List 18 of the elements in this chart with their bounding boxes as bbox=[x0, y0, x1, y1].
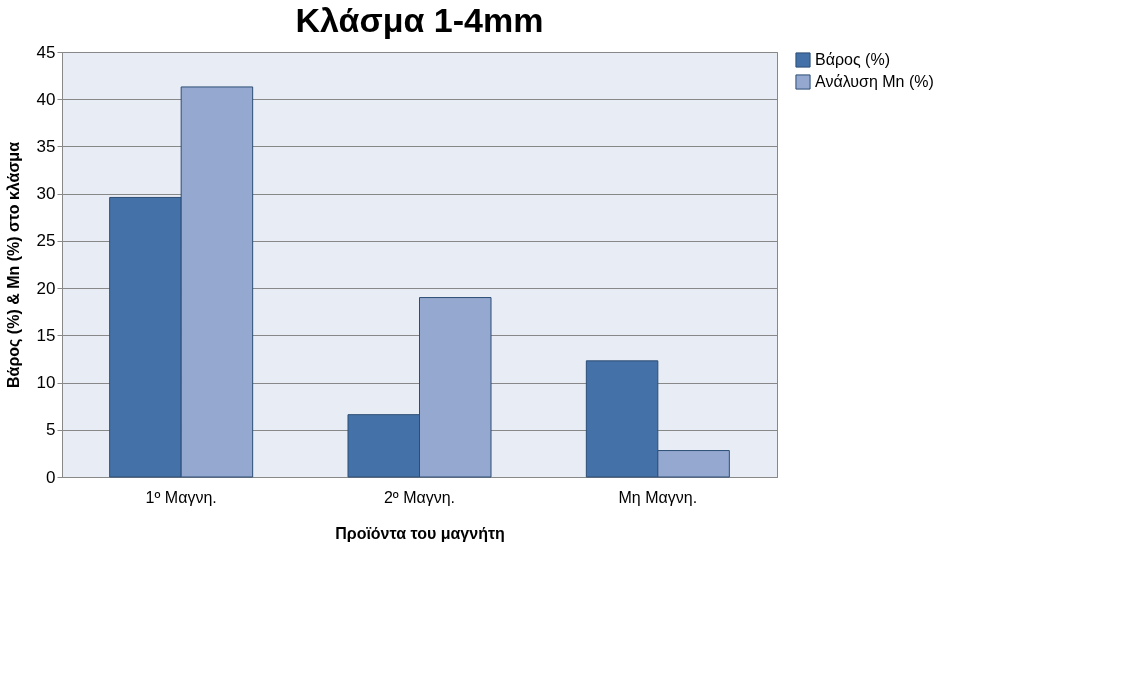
y-tick-label: 15 bbox=[36, 325, 56, 345]
y-tick-label: 10 bbox=[36, 373, 56, 393]
x-tick-label: 1º Μαγνη. bbox=[145, 488, 217, 506]
y-tick-label: 35 bbox=[36, 136, 56, 156]
y-axis-title: Βάρος (%) & Mn (%) στο κλάσμα bbox=[4, 141, 23, 388]
y-tick-label: 5 bbox=[46, 420, 56, 440]
y-tick-label: 20 bbox=[36, 278, 56, 298]
chart-title: Κλάσμα 1-4mm bbox=[295, 1, 544, 39]
y-tick-label: 25 bbox=[36, 231, 56, 251]
y-tick-label: 0 bbox=[46, 467, 56, 487]
y-tick-label: 30 bbox=[36, 184, 56, 204]
y-tick-label: 45 bbox=[36, 42, 56, 62]
y-tick-label: 40 bbox=[36, 89, 56, 109]
x-axis-title: Προϊόντα του μαγνήτη bbox=[335, 524, 505, 542]
legend-label: Ανάλυση Mn (%) bbox=[815, 73, 934, 90]
x-tick-label: Μη Μαγνη. bbox=[618, 488, 698, 506]
x-tick-label: 2º Μαγνη. bbox=[383, 488, 456, 506]
legend-label: Βάρος (%) bbox=[815, 51, 890, 68]
